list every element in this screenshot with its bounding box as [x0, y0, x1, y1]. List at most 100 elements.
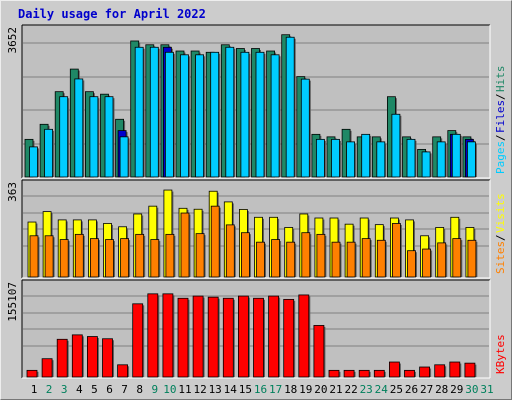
- bar-sites-day-25: [391, 223, 401, 278]
- bar-kbytes-day-1: [26, 369, 38, 378]
- bar-pages-day-7: [119, 136, 129, 178]
- panel-0-ymax-label: 3652: [6, 27, 19, 54]
- bar-sites-day-23: [361, 238, 371, 278]
- bar-kbytes-day-12: [192, 295, 204, 378]
- bar-pages-day-16: [255, 51, 265, 178]
- x-tick-label-25: 25: [390, 383, 403, 396]
- bar-kbytes-day-15: [237, 295, 249, 378]
- bar-sites-day-18: [286, 241, 296, 278]
- bar-sites-day-20: [316, 233, 326, 278]
- panel-0-legend-pages: Pages: [494, 141, 507, 174]
- bar-sites-day-19: [301, 232, 311, 278]
- bar-pages-day-26: [406, 138, 416, 178]
- x-tick-label-27: 27: [420, 383, 433, 396]
- x-tick-label-6: 6: [106, 383, 113, 396]
- bar-kbytes-day-9: [147, 293, 159, 378]
- bar-pages-day-25: [391, 113, 401, 178]
- bar-kbytes-day-19: [298, 294, 310, 378]
- x-tick-label-18: 18: [284, 383, 297, 396]
- bar-pages-day-2: [44, 128, 53, 178]
- x-tick-label-11: 11: [178, 383, 191, 396]
- bar-pages-day-1: [29, 146, 38, 178]
- bar-sites-day-2: [44, 235, 54, 278]
- bar-pages-day-12: [195, 54, 205, 178]
- bar-kbytes-day-18: [283, 298, 295, 378]
- bar-pages-day-18: [285, 36, 295, 178]
- x-tick-label-4: 4: [76, 383, 83, 396]
- bar-pages-day-4: [74, 78, 84, 178]
- bar-kbytes-day-26: [404, 369, 415, 378]
- bar-sites-day-28: [437, 242, 447, 278]
- panel-1-legend-visits: Visits: [494, 193, 507, 233]
- x-tick-label-2: 2: [46, 383, 53, 396]
- bar-kbytes-day-6: [102, 338, 113, 378]
- bar-pages-day-17: [270, 54, 280, 178]
- x-tick-label-26: 26: [405, 383, 418, 396]
- bar-sites-day-24: [376, 239, 386, 278]
- bar-sites-day-29: [452, 238, 462, 278]
- bar-sites-day-8: [135, 233, 145, 278]
- bar-pages-day-6: [104, 96, 114, 178]
- bar-sites-day-16: [256, 241, 265, 278]
- x-tick-label-3: 3: [61, 383, 68, 396]
- bar-pages-day-11: [180, 54, 189, 178]
- bar-kbytes-day-25: [388, 361, 400, 378]
- bar-kbytes-day-27: [419, 366, 431, 378]
- bar-pages-day-3: [59, 96, 69, 178]
- bar-kbytes-day-4: [71, 334, 83, 378]
- bar-pages-day-27: [421, 151, 431, 178]
- bar-pages-day-21: [331, 138, 340, 178]
- x-tick-label-20: 20: [314, 383, 327, 396]
- bar-kbytes-day-11: [177, 297, 189, 378]
- bar-pages-day-24: [376, 141, 386, 178]
- x-tick-label-9: 9: [151, 383, 158, 396]
- bar-sites-day-7: [120, 238, 129, 278]
- bar-pages-day-29: [451, 133, 461, 178]
- x-tick-label-21: 21: [329, 383, 342, 396]
- bar-sites-day-10: [165, 233, 175, 278]
- x-tick-label-17: 17: [269, 383, 282, 396]
- bar-sites-day-11: [180, 212, 190, 278]
- bar-kbytes-day-16: [253, 297, 264, 378]
- x-tick-label-16: 16: [254, 383, 267, 396]
- bar-sites-day-4: [74, 233, 84, 278]
- x-tick-label-19: 19: [299, 383, 312, 396]
- bar-kbytes-day-14: [222, 297, 234, 378]
- chart-title: Daily usage for April 2022: [18, 7, 206, 21]
- bar-kbytes-day-20: [313, 325, 325, 378]
- bar-pages-day-15: [240, 51, 250, 178]
- bar-sites-day-5: [90, 238, 99, 278]
- x-tick-label-12: 12: [193, 383, 206, 396]
- x-tick-label-1: 1: [31, 383, 38, 396]
- panel-1-legend-sites: Sites: [494, 241, 507, 274]
- bar-sites-day-27: [422, 248, 432, 278]
- x-tick-label-13: 13: [209, 383, 222, 396]
- bar-kbytes-day-2: [41, 358, 53, 378]
- bar-pages-day-20: [315, 138, 325, 178]
- panel-2-legend-kbytes: KBytes: [494, 334, 507, 374]
- bar-sites-day-6: [105, 239, 114, 278]
- panel-0-legend-hits: Hits: [494, 66, 507, 93]
- bar-kbytes-day-24: [373, 369, 385, 378]
- panel-1-ymax-label: 363: [6, 182, 19, 202]
- x-tick-label-23: 23: [360, 383, 373, 396]
- bar-pages-day-10: [164, 51, 174, 178]
- x-tick-label-14: 14: [224, 383, 238, 396]
- bar-kbytes-day-3: [56, 338, 68, 378]
- bar-kbytes-day-8: [132, 303, 144, 378]
- bar-pages-day-22: [346, 141, 356, 178]
- bar-sites-day-14: [225, 224, 235, 278]
- bar-sites-day-12: [195, 233, 205, 278]
- bar-pages-day-23: [361, 133, 371, 178]
- bar-kbytes-day-17: [268, 295, 280, 378]
- bar-kbytes-day-10: [162, 293, 174, 378]
- x-tick-label-28: 28: [435, 383, 448, 396]
- x-tick-label-22: 22: [344, 383, 357, 396]
- legend-separator: /: [494, 93, 507, 100]
- bar-sites-day-21: [331, 241, 341, 278]
- bar-kbytes-day-23: [358, 369, 370, 378]
- x-tick-label-5: 5: [91, 383, 98, 396]
- bar-pages-day-14: [225, 46, 235, 178]
- x-tick-label-10: 10: [163, 383, 176, 396]
